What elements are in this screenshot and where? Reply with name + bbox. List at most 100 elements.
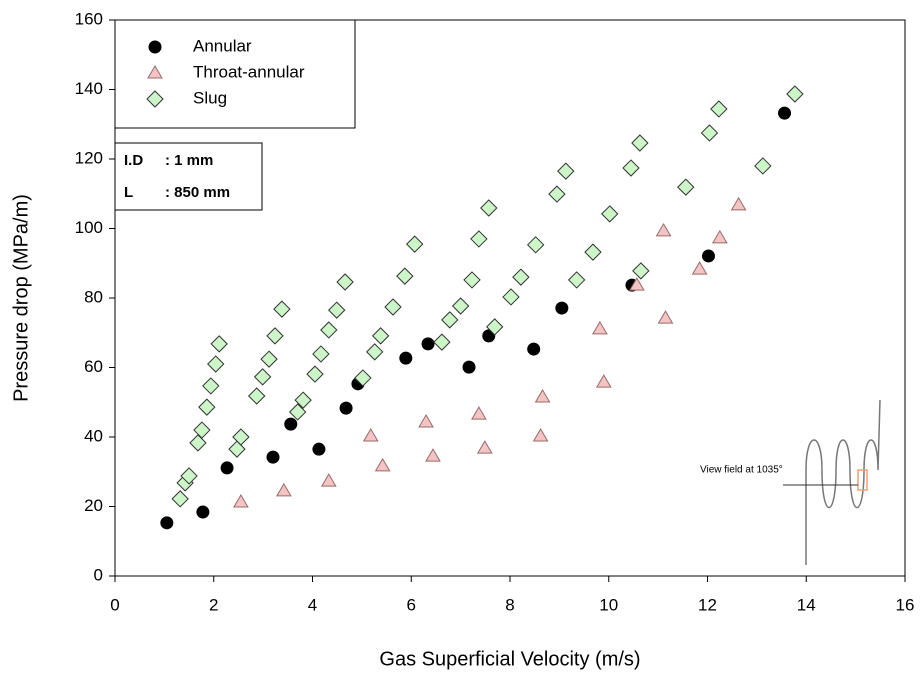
point [534, 389, 551, 403]
legend-marker [147, 65, 163, 79]
x-tick-label: 4 [308, 595, 317, 614]
point [567, 271, 586, 289]
point [595, 374, 612, 388]
info-key: L [124, 184, 133, 201]
inset-coil [783, 399, 881, 565]
point [441, 311, 459, 329]
point [710, 100, 728, 118]
point [202, 377, 220, 395]
x-tick-label: 16 [896, 595, 915, 614]
point [433, 333, 451, 351]
point [512, 268, 530, 286]
point [778, 106, 792, 120]
point [327, 301, 346, 319]
y-tick-label: 100 [75, 218, 103, 237]
y-tick-label: 80 [84, 287, 103, 306]
point [266, 450, 280, 464]
legend-marker [146, 90, 164, 108]
point [471, 406, 487, 420]
x-tick-label: 0 [110, 595, 119, 614]
point [371, 327, 390, 345]
point [701, 249, 715, 263]
point [233, 493, 249, 508]
point [232, 428, 250, 446]
point [247, 387, 266, 405]
point [207, 355, 225, 373]
point [354, 369, 372, 387]
point [463, 271, 481, 289]
point [320, 473, 337, 487]
point [555, 301, 569, 315]
x-tick-label: 14 [797, 595, 816, 614]
point [691, 261, 708, 275]
point [462, 360, 476, 374]
point [171, 490, 189, 508]
y-tick-label: 40 [84, 426, 103, 445]
point [482, 329, 496, 343]
y-tick-label: 160 [75, 9, 103, 28]
point [312, 345, 330, 363]
point [657, 310, 674, 324]
point [160, 516, 174, 530]
point [485, 318, 504, 336]
point [399, 351, 413, 365]
x-axis-title: Gas Superficial Velocity (m/s) [379, 648, 640, 670]
point [601, 205, 619, 223]
point [374, 457, 391, 472]
x-tick-label: 12 [698, 595, 717, 614]
legend-label: Throat-annular [193, 62, 305, 81]
point [275, 482, 292, 497]
point [480, 199, 498, 217]
x-tick-label: 8 [505, 595, 514, 614]
point [451, 297, 470, 315]
point [700, 124, 719, 142]
legend-label: Slug [193, 88, 227, 107]
point [193, 421, 211, 439]
info-value: : 850 mm [165, 184, 230, 201]
point [288, 403, 307, 421]
point [754, 157, 772, 175]
point [336, 273, 354, 291]
point [470, 230, 488, 248]
point [198, 398, 216, 416]
point [405, 235, 424, 253]
point [384, 298, 402, 316]
point [425, 448, 441, 462]
point [527, 342, 541, 356]
point [180, 467, 198, 485]
x-tick-label: 10 [599, 595, 618, 614]
point [294, 391, 312, 409]
point [266, 327, 284, 345]
y-tick-label: 0 [94, 565, 103, 584]
point [532, 427, 549, 442]
point [366, 343, 384, 361]
y-axis-title: Pressure drop (MPa/m) [10, 194, 32, 402]
point [396, 267, 414, 285]
point [677, 178, 695, 196]
x-tick-label: 2 [209, 595, 218, 614]
point [631, 134, 649, 152]
point [557, 162, 575, 180]
point [418, 414, 434, 428]
y-tick-label: 140 [75, 79, 103, 98]
info-key: I.D [124, 152, 143, 169]
point [476, 440, 493, 454]
point [362, 427, 379, 442]
x-tick-label: 6 [407, 595, 416, 614]
point [312, 442, 326, 456]
point [622, 159, 640, 177]
info-value: : 1 mm [165, 152, 213, 169]
point [306, 365, 324, 383]
y-tick-label: 20 [84, 496, 103, 515]
point [502, 288, 520, 306]
point [655, 222, 672, 237]
point [548, 185, 566, 203]
point [339, 401, 353, 415]
point [584, 243, 602, 261]
point [196, 505, 210, 519]
point [273, 300, 291, 318]
y-tick-label: 120 [75, 148, 103, 167]
legend-marker [148, 40, 162, 54]
point [632, 262, 650, 280]
